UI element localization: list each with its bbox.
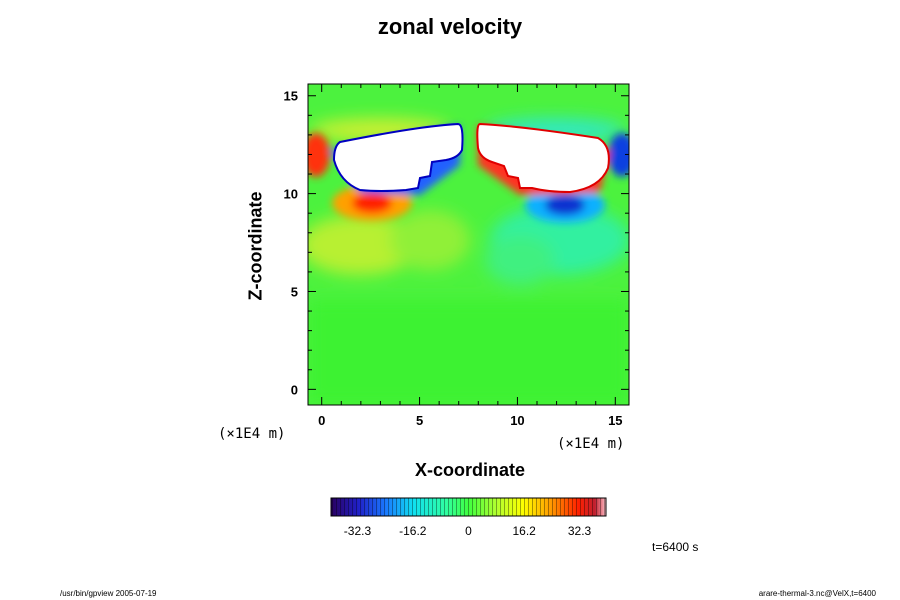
x-tick-label: 10 bbox=[510, 413, 524, 428]
time-annotation: t=6400 s bbox=[652, 540, 699, 554]
y-axis-label: Z-coordinate bbox=[245, 191, 266, 301]
colorbar-tick-label: 0 bbox=[465, 524, 472, 538]
x-tick-label: 15 bbox=[608, 413, 622, 428]
x-unit-label-left: (×1E4 m) bbox=[218, 426, 286, 442]
colorbar: -32.3 -16.2 0 16.2 32.3 bbox=[330, 497, 607, 538]
colorbar-tick-label: -32.3 bbox=[344, 524, 372, 538]
chart-title: zonal velocity bbox=[377, 14, 523, 39]
colorbar-tick-label: -16.2 bbox=[399, 524, 427, 538]
y-tick-label: 15 bbox=[284, 89, 298, 104]
footer-command: /usr/bin/gpview 2005-07-19 bbox=[60, 589, 157, 598]
x-tick-label: 5 bbox=[416, 413, 423, 428]
x-axis-label: X-coordinate bbox=[414, 460, 525, 480]
x-unit-label-right: (×1E4 m) bbox=[557, 436, 625, 452]
colorbar-tick-label: 32.3 bbox=[568, 524, 592, 538]
colorbar-tick-label: 16.2 bbox=[513, 524, 537, 538]
y-tick-label: 5 bbox=[291, 284, 298, 299]
y-tick-label: 10 bbox=[284, 187, 298, 202]
x-tick-label: 0 bbox=[318, 413, 325, 428]
y-tick-label: 0 bbox=[291, 382, 298, 397]
footer-source: arare-thermal-3.nc@VelX,t=6400 bbox=[758, 589, 876, 598]
